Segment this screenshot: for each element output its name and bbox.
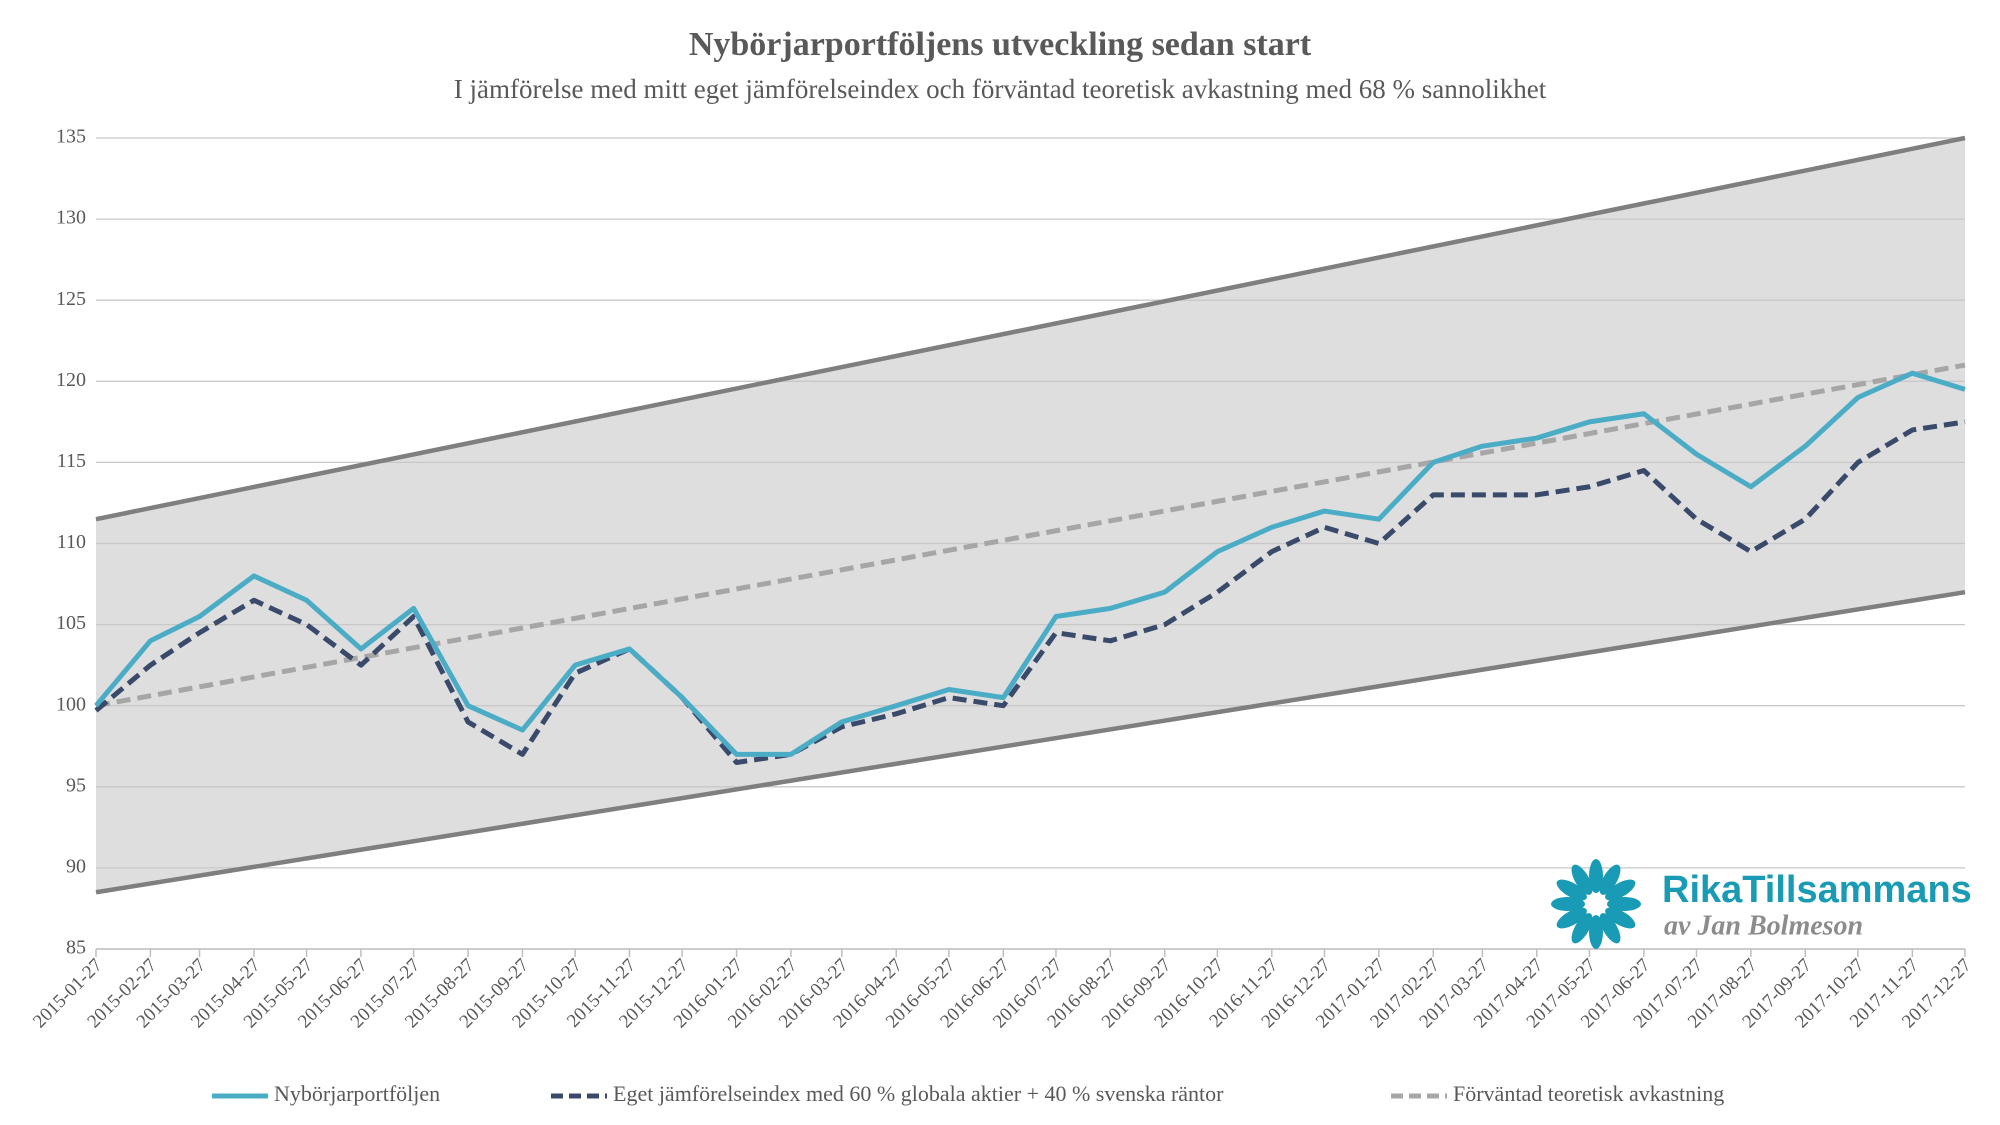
legend-label: Förväntad teoretisk avkastning	[1453, 1081, 1724, 1106]
logo-byline: av Jan Bolmeson	[1664, 910, 1863, 941]
y-tick-label: 105	[56, 612, 86, 634]
y-tick-label: 90	[66, 855, 86, 877]
y-tick-label: 115	[57, 450, 86, 472]
legend-label: Nybörjarportföljen	[274, 1081, 440, 1106]
band-line	[95, 589, 1966, 895]
y-tick-label: 125	[56, 288, 86, 310]
logo-name: RikaTillsammans	[1662, 869, 1972, 911]
y-tick-label: 95	[66, 774, 86, 796]
y-tick-label: 100	[56, 693, 86, 715]
y-tick-label: 120	[56, 369, 86, 391]
y-tick-label: 85	[66, 937, 86, 959]
band-area	[96, 138, 1965, 893]
chart-title: Nybörjarportföljens utveckling sedan sta…	[689, 26, 1312, 63]
series-line	[94, 419, 1966, 765]
y-tick-label: 135	[56, 126, 86, 148]
logo: RikaTillsammans av Jan Bolmeson	[1551, 859, 1972, 949]
chart-subtitle: I jämförelse med mitt eget jämförelseind…	[454, 74, 1547, 104]
logo-icon	[1551, 859, 1641, 949]
y-tick-label: 110	[57, 531, 86, 553]
plot: 8590951001051101151201251301352015-01-27…	[29, 126, 1976, 1033]
series-line	[94, 370, 1966, 757]
legend-label: Eget jämförelseindex med 60 % globala ak…	[613, 1081, 1224, 1106]
y-tick-label: 130	[56, 207, 86, 229]
band-line	[95, 135, 1966, 522]
